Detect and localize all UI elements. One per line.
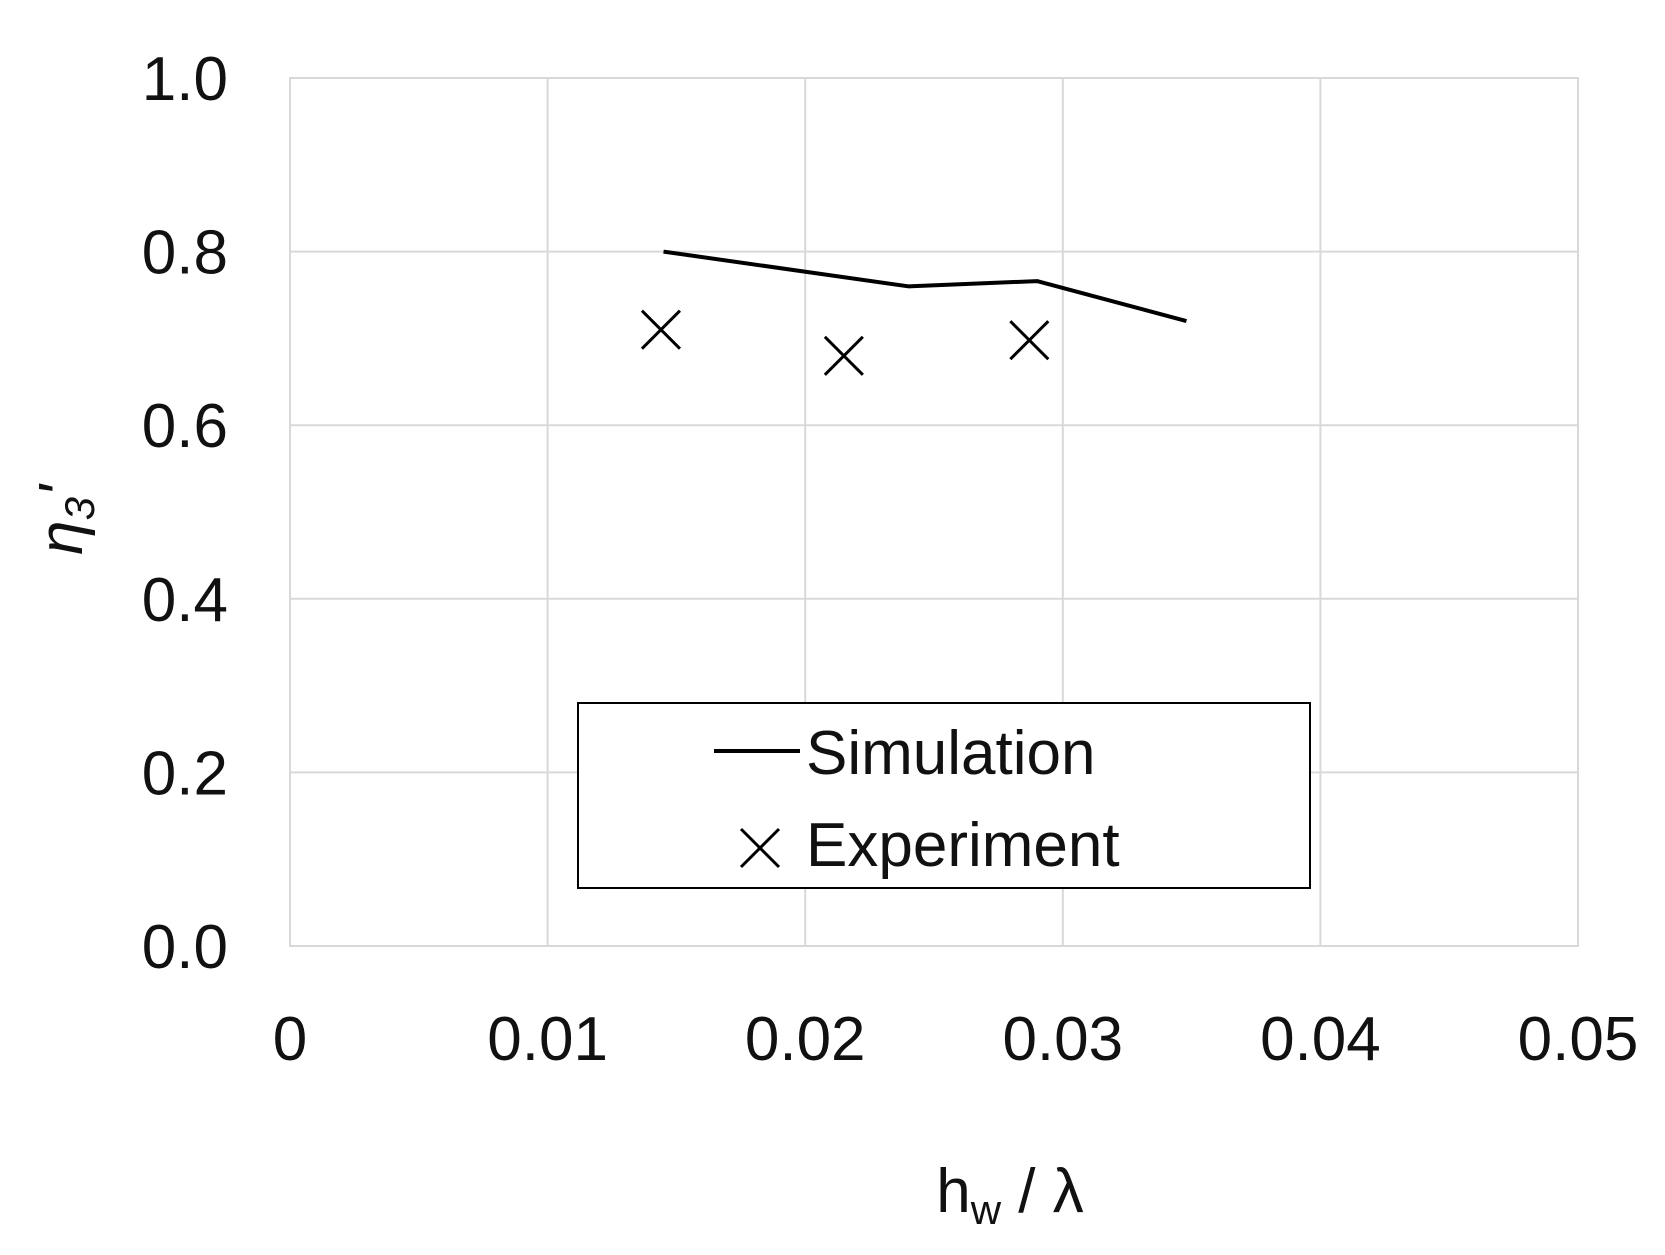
legend-box <box>577 702 1311 889</box>
x-tick-labels: 0 0.01 0.02 0.03 0.04 0.05 <box>273 1005 1639 1074</box>
legend: Simulation Experiment <box>577 702 1311 889</box>
simulation-line <box>663 249 1187 323</box>
legend-experiment-x-symbol <box>739 827 781 869</box>
x-tick-label: 0.04 <box>1260 1005 1381 1074</box>
x-tick-label: 0.05 <box>1518 1005 1639 1074</box>
legend-simulation-label: Simulation <box>806 719 1095 788</box>
experiment-marker <box>1009 320 1050 361</box>
x-tick-label: 0.02 <box>745 1005 866 1074</box>
y-tick-label: 0.6 <box>142 392 228 461</box>
x-tick-label: 0.03 <box>1002 1005 1123 1074</box>
y-tick-label: 0.4 <box>142 566 228 635</box>
y-tick-label: 0.8 <box>142 219 228 288</box>
experiment-marker <box>823 335 864 376</box>
series-layer <box>640 249 1187 376</box>
x-axis-title: hw / λ <box>936 1157 1084 1233</box>
experiment-marker <box>640 309 682 350</box>
x-tick-label: 0.01 <box>487 1005 608 1074</box>
y-tick-label: 1.0 <box>142 45 228 114</box>
legend-experiment-label: Experiment <box>806 811 1120 880</box>
y-tick-label: 0.2 <box>142 739 228 808</box>
legend-x-marker <box>739 827 781 869</box>
x-tick-label: 0 <box>273 1005 307 1074</box>
plot-area <box>289 77 1579 947</box>
y-tick-label: 0.0 <box>142 913 228 982</box>
y-tick-labels: 0.0 0.2 0.4 0.6 0.8 1.0 <box>142 45 228 982</box>
y-axis-title: η3' <box>27 483 103 555</box>
